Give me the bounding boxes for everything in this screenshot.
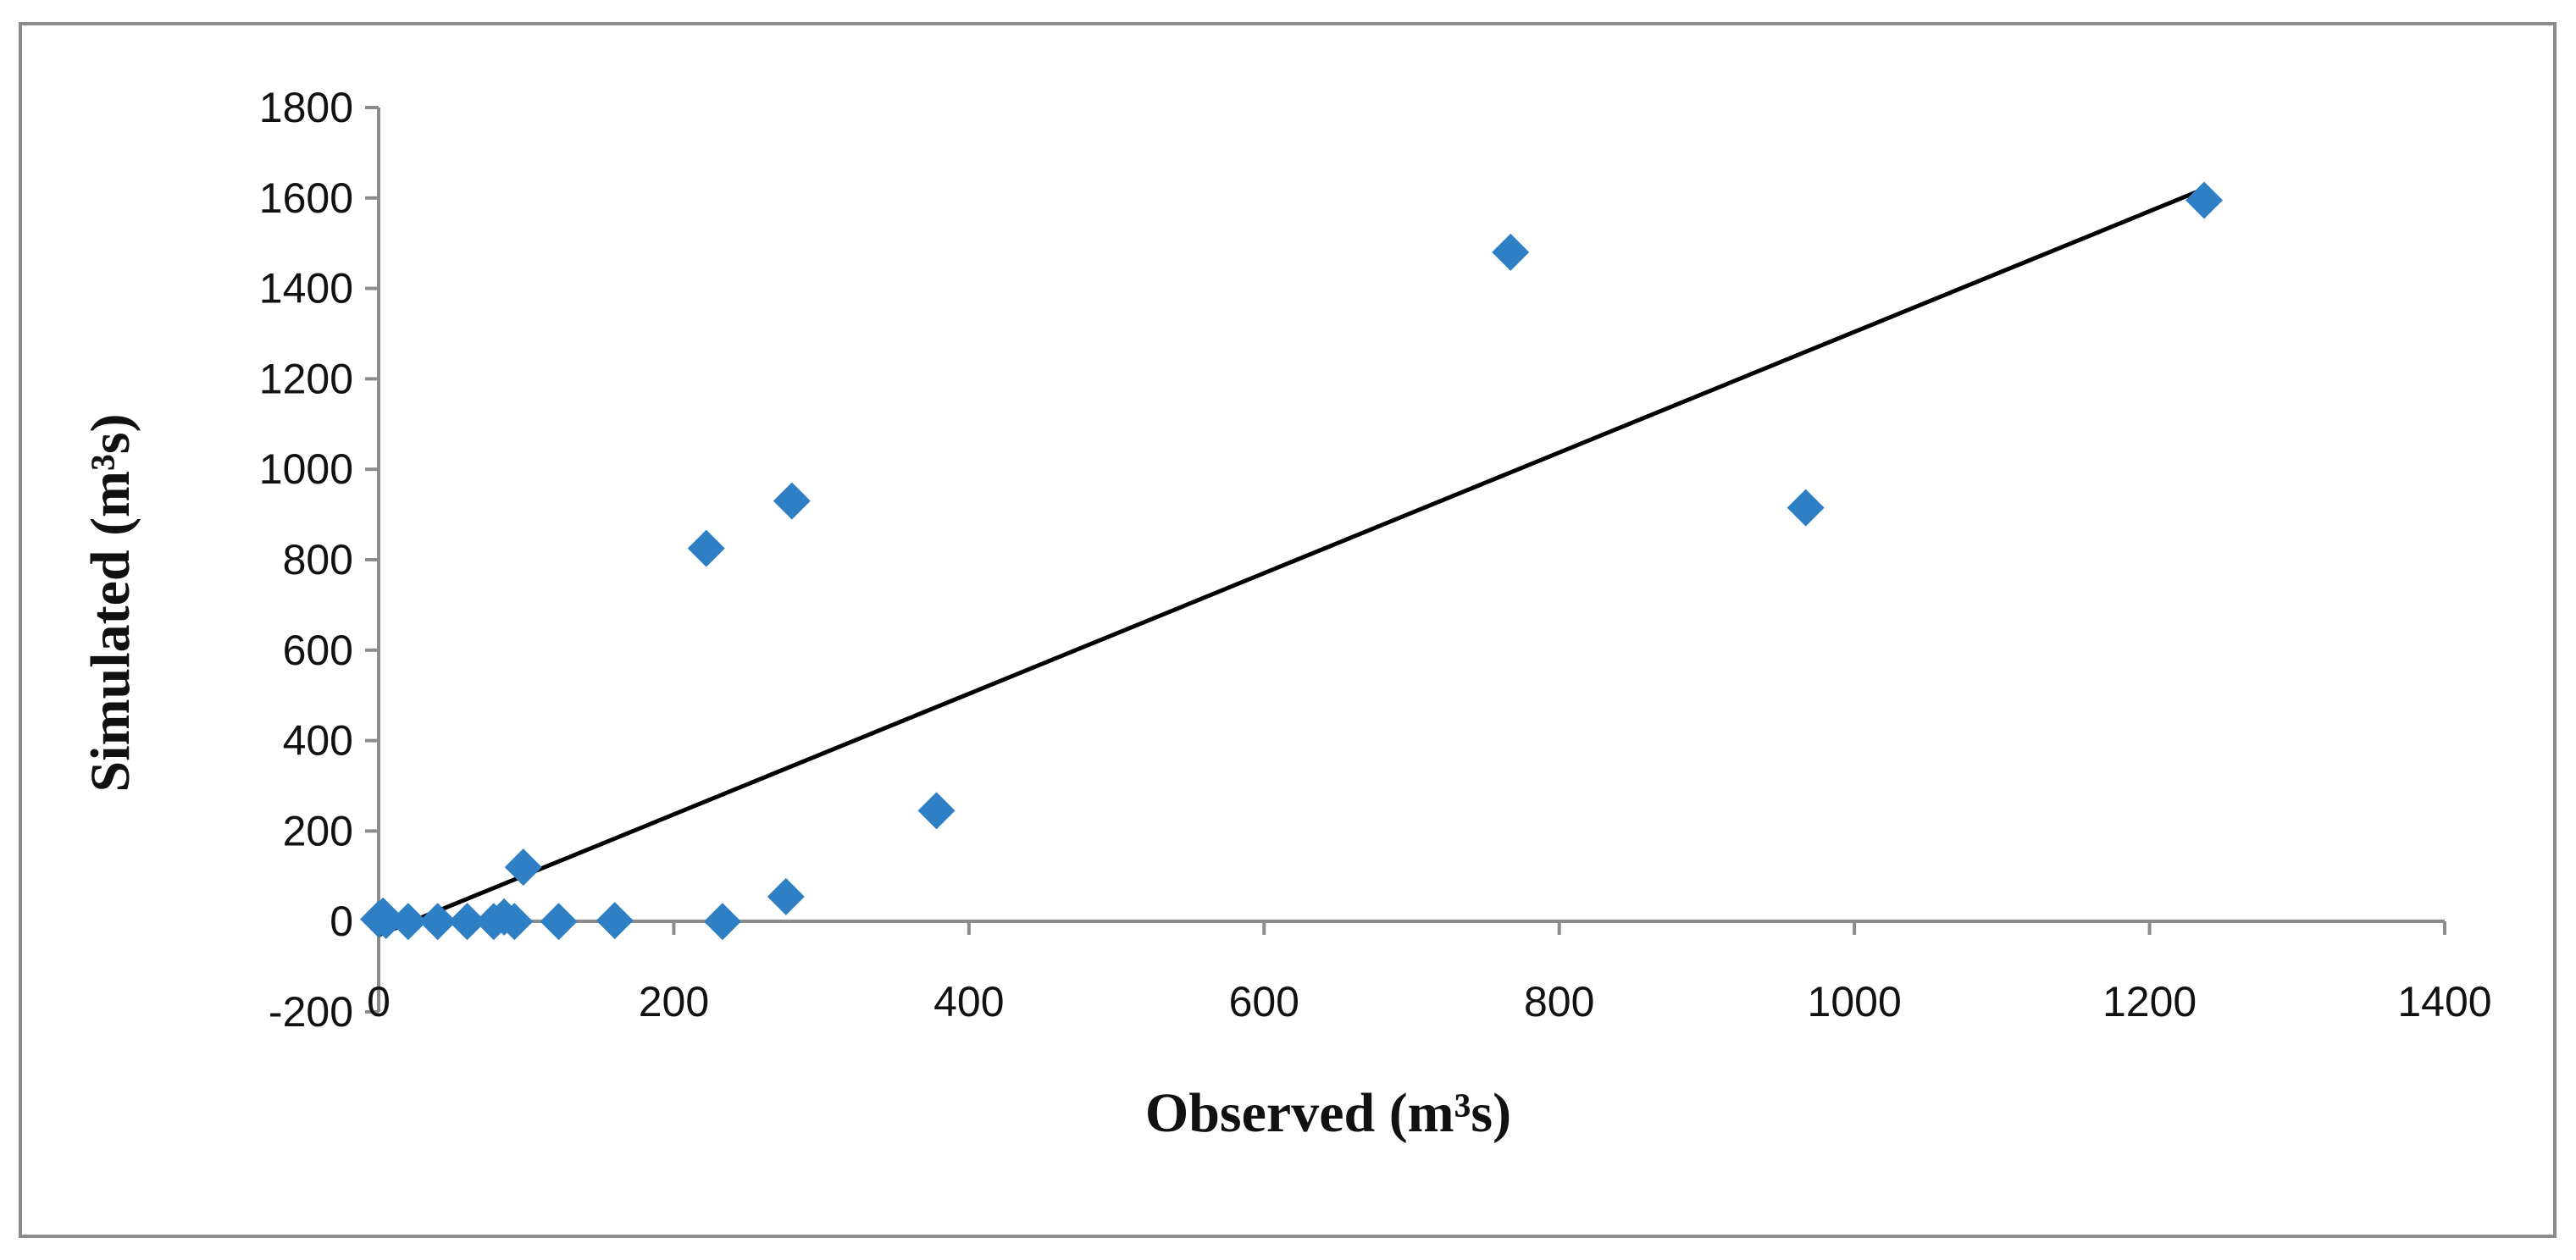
data-point-marker <box>1492 233 1530 271</box>
x-tick-label: 600 <box>1229 978 1299 1025</box>
data-point-marker <box>1787 489 1825 527</box>
y-tick-label: 1400 <box>259 265 353 312</box>
data-point-marker <box>773 482 811 520</box>
data-point-marker <box>687 529 725 567</box>
data-point-marker <box>703 903 741 941</box>
y-tick-label: 800 <box>283 536 353 583</box>
data-point-marker <box>540 903 578 941</box>
data-point-marker <box>367 902 405 940</box>
y-tick-label: 600 <box>283 627 353 674</box>
data-point-marker <box>917 792 956 830</box>
y-tick-label: 200 <box>283 807 353 854</box>
x-tick-label: 400 <box>933 978 1004 1025</box>
y-tick-label: -200 <box>269 988 353 1036</box>
y-tick-label: 400 <box>283 717 353 765</box>
chart-frame <box>19 22 2557 1238</box>
data-point-marker <box>596 902 634 940</box>
x-tick-label: 200 <box>639 978 709 1025</box>
y-tick-label: 1200 <box>259 355 353 402</box>
x-axis-title: Observed (m³s) <box>1145 1082 1511 1144</box>
trendline <box>378 186 2205 937</box>
x-tick-label: 1400 <box>2397 978 2491 1025</box>
tick-labels: -200 0 200 400 600 800 1000 1200 1400 1600 1800 0 20… <box>259 84 2492 1036</box>
data-point-marker <box>448 903 486 941</box>
y-axis-title: Simulated (m³s) <box>80 414 141 793</box>
x-tick-label: 1000 <box>1808 978 1902 1025</box>
data-points <box>360 181 2224 941</box>
y-tick-label: 1800 <box>259 84 353 131</box>
x-tick-label: 0 <box>367 978 391 1025</box>
data-point-marker <box>418 903 457 941</box>
data-point-marker <box>504 848 542 887</box>
x-tick-label: 800 <box>1524 978 1594 1025</box>
y-tick-label: 0 <box>330 898 353 945</box>
trendline-layer <box>378 186 2205 937</box>
x-tick-label: 1200 <box>2102 978 2197 1025</box>
data-point-marker <box>496 903 534 941</box>
data-point-marker <box>2185 181 2224 219</box>
y-tick-label: 1600 <box>259 174 353 222</box>
data-point-marker <box>767 877 805 915</box>
data-point-marker <box>389 903 427 941</box>
axes <box>365 106 2446 1014</box>
y-tick-label: 1000 <box>259 445 353 493</box>
